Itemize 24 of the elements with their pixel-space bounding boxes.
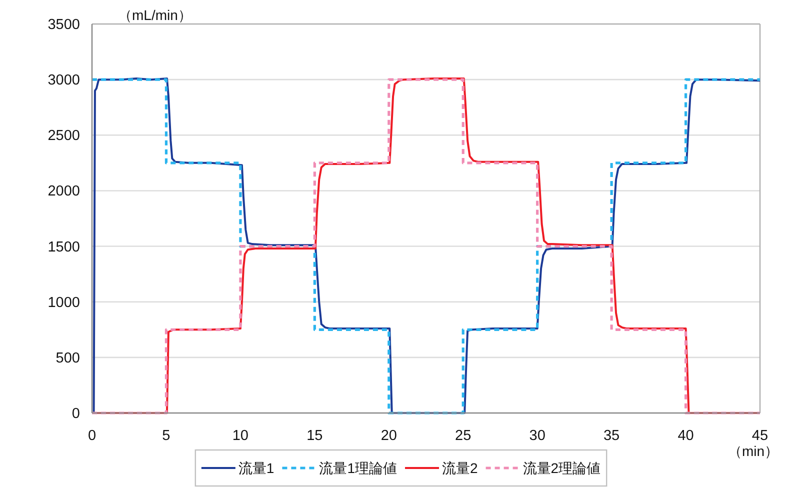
y-tick-label: 1500 xyxy=(48,239,80,256)
y-axis-title: （mL/min） xyxy=(118,7,192,23)
x-tick-label: 5 xyxy=(162,428,170,444)
y-tick-label: 3500 xyxy=(48,17,80,33)
x-tick-label: 20 xyxy=(380,428,397,444)
y-tick-label: 3000 xyxy=(48,72,80,89)
y-tick-label: 500 xyxy=(56,350,80,366)
x-tick-label: 0 xyxy=(88,428,96,444)
legend-label: 流量1 xyxy=(238,460,274,476)
x-tick-label: 40 xyxy=(678,428,694,444)
x-tick-label: 45 xyxy=(752,428,768,444)
y-tick-label: 1000 xyxy=(48,294,80,311)
x-tick-label: 15 xyxy=(306,428,323,444)
y-tick-label: 2500 xyxy=(48,128,80,144)
x-tick-label: 35 xyxy=(603,428,620,444)
x-tick-label: 10 xyxy=(232,428,249,444)
y-tick-label: 2000 xyxy=(48,184,80,200)
x-tick-label: 30 xyxy=(529,428,546,444)
legend-label: 流量1理論値 xyxy=(319,460,397,476)
legend-label: 流量2理論値 xyxy=(522,460,601,476)
x-tick-label: 25 xyxy=(455,428,472,444)
x-axis-title: （min） xyxy=(728,443,779,459)
legend-label: 流量2 xyxy=(442,460,478,476)
y-tick-label: 0 xyxy=(72,406,80,422)
